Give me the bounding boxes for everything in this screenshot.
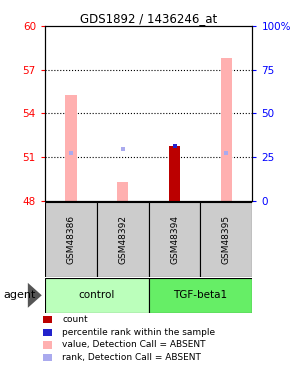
Text: GSM48395: GSM48395	[222, 214, 231, 264]
Bar	[148, 202, 200, 277]
Bar	[43, 354, 52, 362]
Bar	[221, 58, 232, 201]
Text: rank, Detection Call = ABSENT: rank, Detection Call = ABSENT	[62, 353, 201, 362]
Bar	[117, 182, 128, 201]
Bar	[169, 146, 180, 201]
Bar	[43, 328, 52, 336]
Bar	[45, 278, 148, 313]
Bar	[43, 316, 52, 323]
Text: value, Detection Call = ABSENT: value, Detection Call = ABSENT	[62, 340, 206, 350]
Bar	[148, 278, 252, 313]
Title: GDS1892 / 1436246_at: GDS1892 / 1436246_at	[80, 12, 217, 25]
Text: TGF-beta1: TGF-beta1	[173, 290, 228, 300]
Text: control: control	[79, 290, 115, 300]
Text: count: count	[62, 315, 88, 324]
Bar	[65, 94, 77, 201]
Bar	[200, 202, 252, 277]
Text: GSM48386: GSM48386	[66, 214, 75, 264]
Bar	[45, 202, 97, 277]
Text: GSM48392: GSM48392	[118, 215, 127, 264]
Polygon shape	[28, 283, 42, 308]
Text: percentile rank within the sample: percentile rank within the sample	[62, 328, 215, 337]
Bar	[97, 202, 148, 277]
Text: GSM48394: GSM48394	[170, 215, 179, 264]
Bar	[43, 341, 52, 349]
Text: agent: agent	[3, 290, 35, 300]
